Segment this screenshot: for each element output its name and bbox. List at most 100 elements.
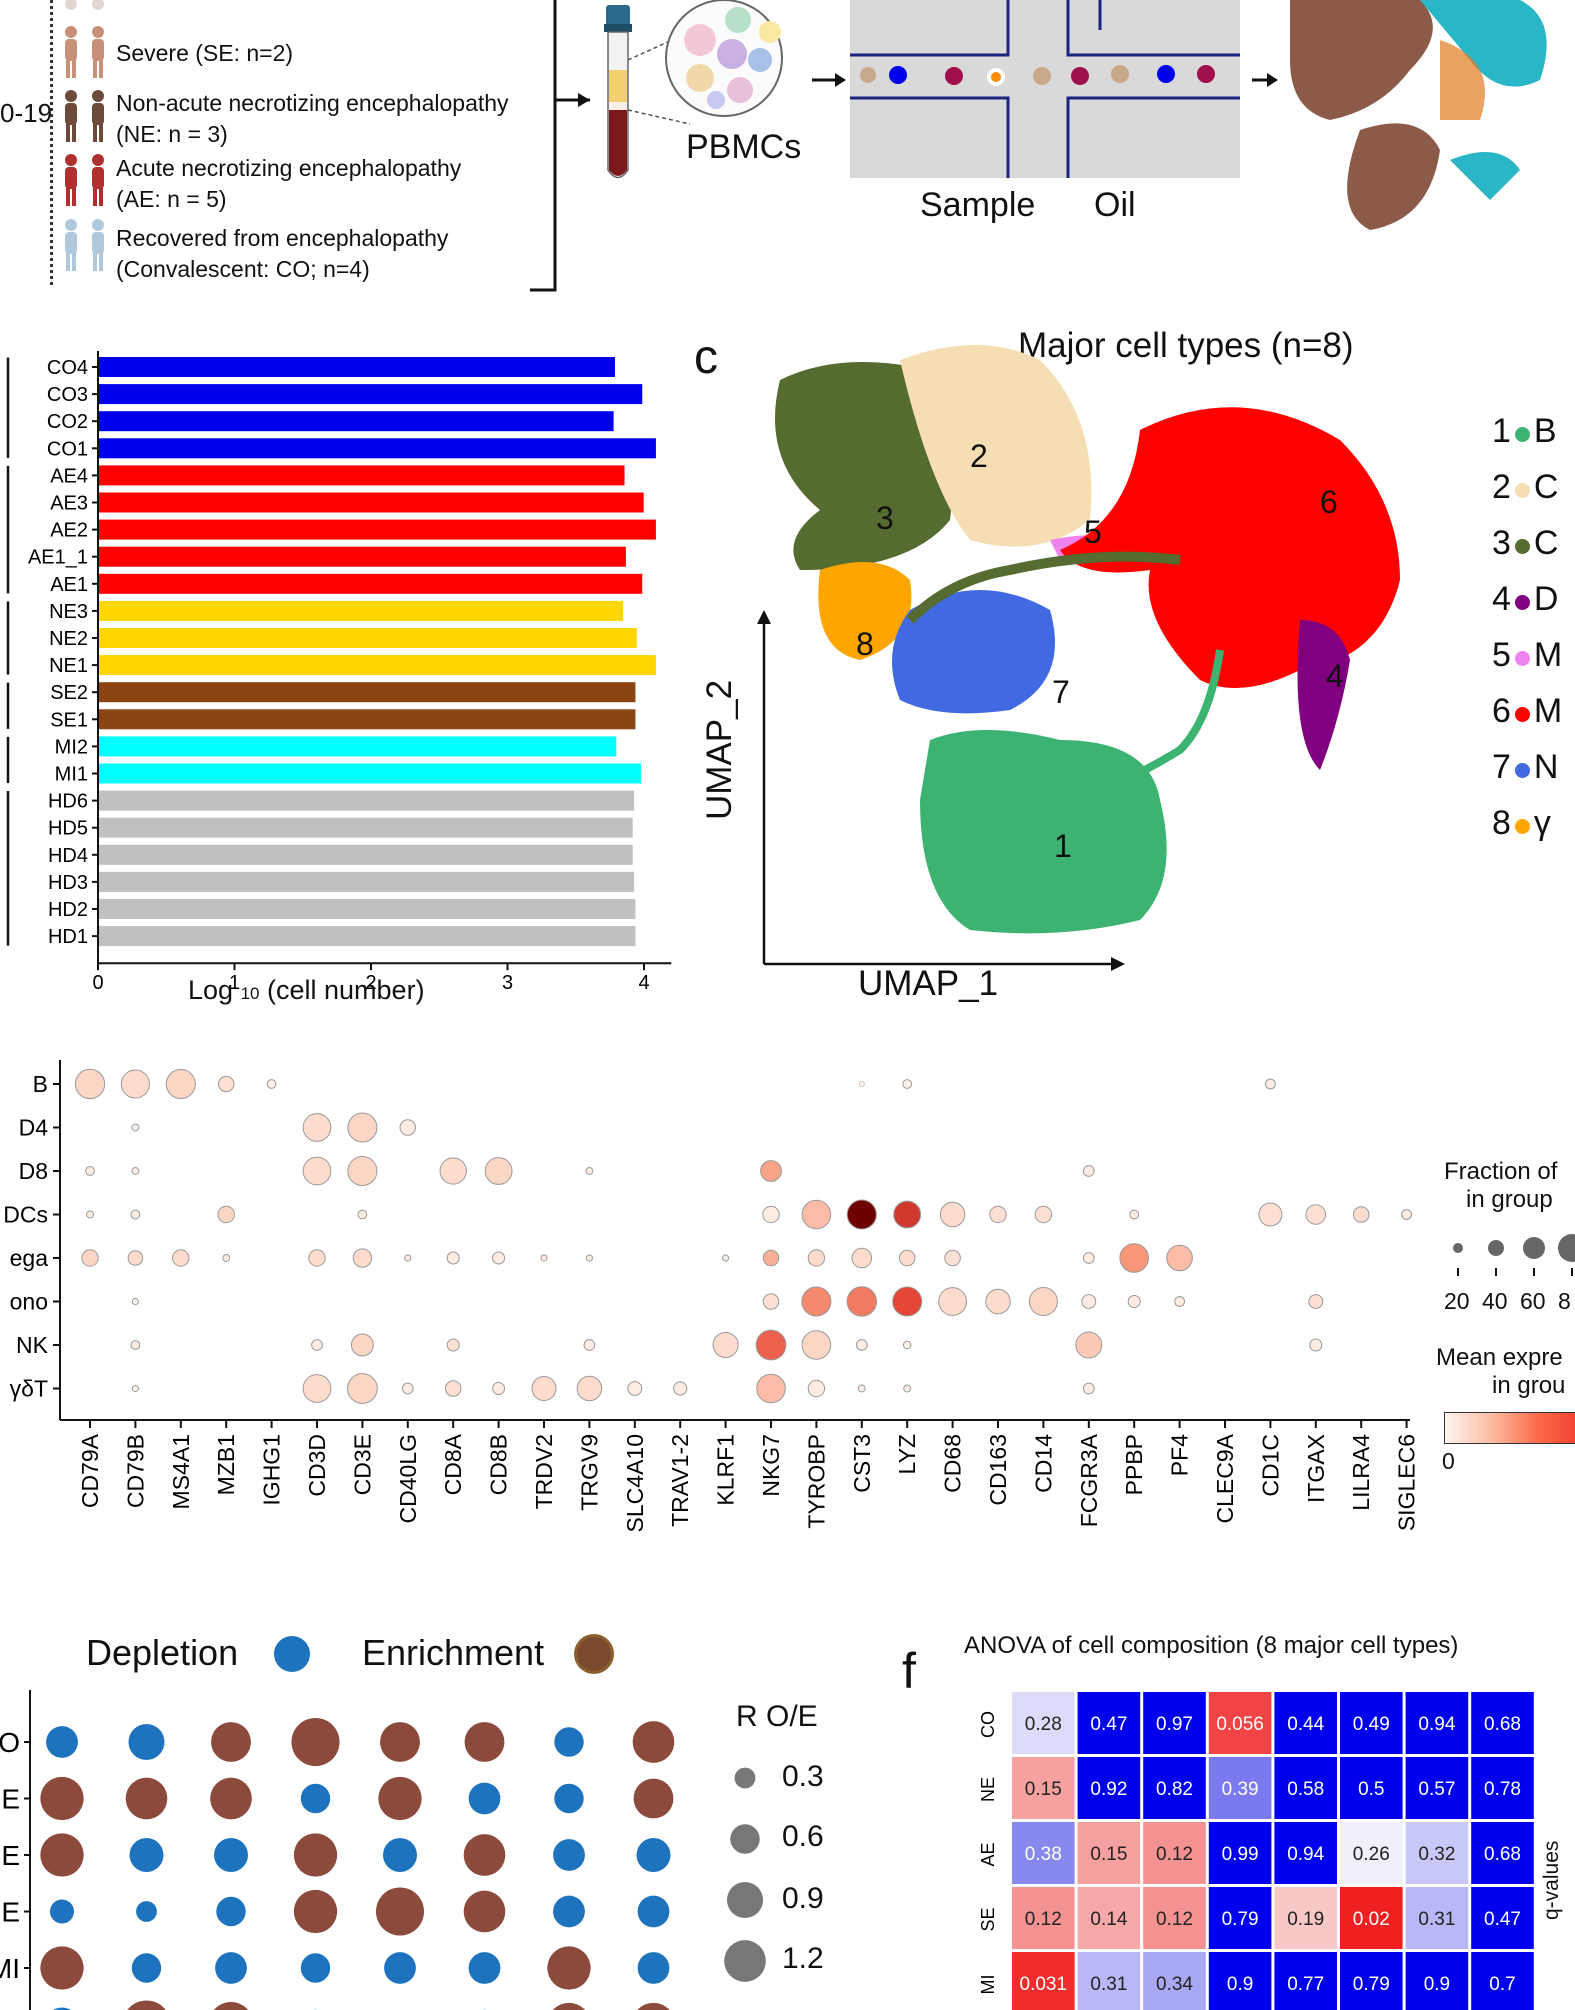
row-label-DCs: DCs: [3, 1202, 48, 1228]
fraction-size-legend: [1453, 1234, 1575, 1276]
umap-plot: [757, 345, 1400, 971]
gene-label-FCGR3A: FCGR3A: [1076, 1433, 1102, 1527]
dot-Mega-CD79A: [81, 1249, 99, 1267]
dot-Mega-PPBP: [1119, 1243, 1149, 1273]
panel-c-letter: c: [694, 331, 718, 384]
umap-ylabel: UMAP_2: [700, 679, 739, 820]
gene-label-CD3E: CD3E: [349, 1434, 375, 1495]
roe-dot-SE-6: [553, 1895, 585, 1928]
heatmap-cell-AE-2: [1143, 1822, 1206, 1884]
bar-label-AE2: AE2: [50, 520, 88, 542]
sample-label: Sample: [920, 186, 1036, 224]
heatmap-value-NE-4: 0.58: [1287, 1779, 1324, 1800]
dot-Mega-CD79B: [127, 1250, 144, 1266]
gene-label-LILRA4: LILRA4: [1348, 1434, 1374, 1511]
mean-colorbar: [1444, 1412, 1575, 1444]
dot-Mega-CD68: [944, 1249, 961, 1267]
bar-label-MI1: MI1: [55, 764, 88, 786]
gene-label-SIGLEC6: SIGLEC6: [1394, 1434, 1420, 1531]
dot-Mega-TYROBP: [807, 1249, 826, 1267]
heatmap-value-AE-3: 0.99: [1222, 1844, 1259, 1865]
bar-SE2: [99, 682, 636, 703]
cluster-1-tail: [1098, 649, 1224, 794]
gene-label-MS4A1: MS4A1: [168, 1434, 194, 1509]
heatmap-value-CO-1: 0.47: [1090, 1714, 1127, 1735]
roe-dot-NE-3: [300, 1783, 331, 1814]
dot-Mega-TRDV2: [540, 1254, 548, 1262]
dot-Mono-TYROBP: [801, 1286, 832, 1317]
bar-label-SE2: SE2: [50, 682, 88, 704]
heatmap-value-AE-4: 0.94: [1287, 1844, 1324, 1865]
roe-dot-NE-2: [210, 1777, 252, 1820]
dot-DCs-LYZ: [893, 1200, 922, 1229]
heatmap-cell-MI-3: [1208, 1952, 1272, 2010]
heatmap-value-AE-0: 0.38: [1025, 1844, 1062, 1865]
roe-dot-CO-2: [211, 1722, 251, 1762]
heatmap-cell-AE-1: [1077, 1822, 1141, 1884]
dot-NK-TYROBP: [801, 1330, 832, 1360]
dot-Mono-ITGAX: [1308, 1294, 1324, 1309]
dot-Mono-CD14: [1028, 1286, 1058, 1317]
bar-MI2: [99, 736, 617, 757]
dot-Mono-LYZ: [892, 1286, 923, 1317]
dot-B-IGHG1: [266, 1079, 277, 1089]
bar-label-HD5: HD5: [48, 818, 88, 840]
roe-dot-AE-3: [293, 1833, 338, 1877]
bar-NE3: [99, 600, 624, 621]
bar-label-SE1: SE1: [50, 709, 88, 731]
bar-AE3: [99, 492, 644, 513]
heatmap-value-MI-4: 0.77: [1287, 1974, 1324, 1995]
dot-CD4-CD3D: [302, 1113, 332, 1142]
heatmap-cell-CO-3: [1208, 1692, 1272, 1754]
dot-NK-ITGAX: [1309, 1338, 1323, 1352]
fraction-legend-dot: [1558, 1234, 1575, 1262]
heatmap-value-SE-2: 0.12: [1156, 1909, 1193, 1930]
dot-Mega-PF4: [1166, 1244, 1193, 1272]
bar-label-HD3: HD3: [48, 872, 88, 894]
gene-label-CLEC9A: CLEC9A: [1212, 1433, 1238, 1523]
fraction-title-1: Fraction of: [1444, 1158, 1558, 1185]
heatmap-cell-NE-7: [1471, 1757, 1534, 1819]
umap-axes: [757, 610, 1125, 971]
roe-dot-MI-1: [131, 1953, 162, 1983]
dot-DCs-ITGAX: [1305, 1204, 1327, 1225]
dot-Mega-CD8A: [446, 1251, 460, 1265]
dot-Mega-KLRF1: [722, 1254, 730, 1262]
cluster-label-6: 6: [1320, 484, 1338, 520]
gene-label-TRDV2: TRDV2: [531, 1434, 557, 1509]
bar-label-HD2: HD2: [48, 899, 88, 921]
dot-Mega-LYZ: [898, 1249, 916, 1267]
heatmap-value-AE-5: 0.26: [1353, 1844, 1390, 1865]
bar-HD4: [99, 844, 633, 865]
dot-CD8-CD79A: [85, 1166, 95, 1176]
roe-dot-HD-1: [127, 2000, 166, 2010]
gene-label-TRAV1-2: TRAV1-2: [667, 1434, 693, 1527]
bar-AE4: [99, 465, 625, 486]
bar-AE2: [99, 519, 656, 540]
dot-CD4-CD3E: [347, 1112, 378, 1143]
heatmap-value-MI-7: 0.7: [1489, 1974, 1515, 1995]
row-label-CD8: D8: [19, 1158, 48, 1184]
roe-dot-MI-3: [300, 1953, 331, 1983]
cluster-6-mono: [1060, 407, 1400, 688]
heatmap-value-NE-0: 0.15: [1025, 1779, 1062, 1800]
gene-label-ITGAX: ITGAX: [1303, 1434, 1329, 1503]
xlabel-suffix: (cell number): [267, 975, 425, 1005]
x-tick-label: 2: [365, 972, 376, 994]
roe-legend-dot: [726, 1881, 764, 1919]
dot-γδT-TRDV2: [531, 1375, 557, 1402]
dot-B-CST3: [858, 1081, 865, 1087]
panel-a: 0-19 Severe (SE: n=2) Non-acute necrotiz…: [0, 0, 1575, 300]
dot-DCs-CD163: [989, 1205, 1007, 1224]
dot-Mega-CD3D: [308, 1249, 326, 1267]
row-label-SE: E: [1, 1897, 20, 1928]
dot-CD8-CD79B: [131, 1167, 140, 1175]
cohort-ne-line2: (NE: n = 3): [116, 121, 228, 147]
roe-legend-dot: [734, 1767, 756, 1789]
blood-tube-icon: [604, 5, 632, 179]
x-tick-label: 1: [229, 972, 240, 994]
mean-title-1: Mean expre: [1436, 1344, 1563, 1371]
